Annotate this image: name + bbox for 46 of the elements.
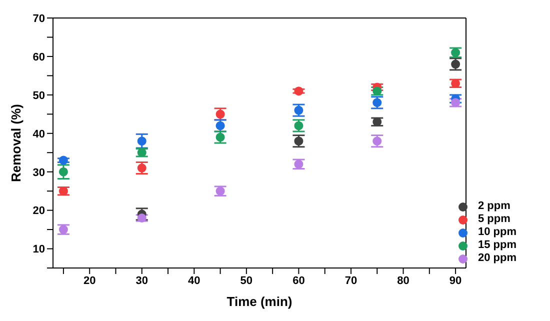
x-tick-label: 30 bbox=[136, 274, 148, 287]
point bbox=[58, 186, 68, 196]
point bbox=[451, 48, 460, 58]
x-tick-label: 60 bbox=[292, 274, 305, 287]
point bbox=[294, 106, 304, 115]
point bbox=[58, 225, 68, 234]
y-tick-label: 50 bbox=[32, 90, 45, 102]
point bbox=[372, 136, 382, 146]
point bbox=[137, 164, 146, 172]
x-tick-label: 70 bbox=[344, 274, 358, 287]
y-tick-label: 40 bbox=[32, 128, 45, 140]
point bbox=[294, 160, 304, 169]
y-tick-label: 60 bbox=[32, 51, 45, 64]
point bbox=[451, 98, 460, 108]
point bbox=[216, 110, 225, 119]
point bbox=[372, 117, 382, 126]
legend-label: 15 ppm bbox=[478, 239, 517, 252]
y-tick-label: 70 bbox=[32, 12, 45, 25]
point bbox=[137, 136, 146, 146]
point bbox=[451, 78, 460, 88]
point bbox=[216, 186, 225, 196]
y-tick-label: 20 bbox=[32, 205, 45, 218]
x-tick-label: 50 bbox=[240, 274, 253, 287]
legend-label: 20 ppm bbox=[478, 252, 517, 265]
point bbox=[137, 214, 146, 222]
legend-label: 5 ppm bbox=[478, 213, 510, 226]
point bbox=[372, 98, 382, 108]
legend-label: 10 ppm bbox=[478, 226, 517, 239]
point bbox=[451, 60, 460, 69]
point bbox=[58, 156, 68, 165]
y-tick-label: 10 bbox=[32, 244, 45, 256]
y-axis-title: Removal (%) bbox=[8, 104, 24, 182]
y-tick-label: 30 bbox=[32, 166, 45, 179]
point bbox=[294, 121, 304, 130]
point bbox=[294, 86, 304, 96]
x-tick-label: 90 bbox=[449, 274, 462, 287]
point bbox=[216, 132, 225, 142]
point bbox=[294, 136, 304, 146]
x-tick-label: 40 bbox=[188, 274, 200, 287]
legend-label: 2 ppm bbox=[478, 200, 510, 213]
point bbox=[216, 121, 225, 130]
x-axis-title: Time (min) bbox=[226, 294, 292, 309]
point bbox=[58, 167, 68, 176]
x-tick-label: 80 bbox=[397, 274, 410, 287]
x-tick-label: 20 bbox=[83, 274, 96, 287]
point bbox=[372, 86, 382, 96]
